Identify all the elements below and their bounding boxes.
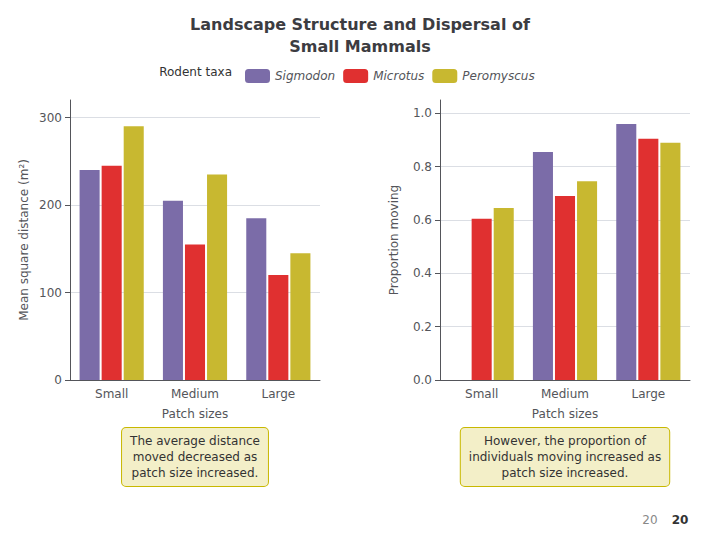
- svg-text:Peromyscus: Peromyscus: [462, 69, 534, 83]
- svg-text:0.0: 0.0: [413, 373, 432, 387]
- svg-text:Sigmodon: Sigmodon: [275, 69, 335, 83]
- svg-text:20: 20: [672, 513, 689, 527]
- svg-text:patch size increased.: patch size increased.: [132, 466, 259, 480]
- svg-text:Landscape Structure and Disper: Landscape Structure and Dispersal of: [190, 15, 531, 34]
- svg-text:Small: Small: [95, 387, 128, 401]
- svg-text:Large: Large: [631, 387, 665, 401]
- svg-text:The average distance: The average distance: [129, 434, 260, 448]
- svg-text:0.8: 0.8: [413, 160, 432, 174]
- svg-text:1.0: 1.0: [413, 106, 432, 120]
- svg-text:Small Mammals: Small Mammals: [289, 37, 430, 56]
- svg-text:Patch sizes: Patch sizes: [162, 407, 228, 421]
- svg-text:20: 20: [642, 513, 657, 527]
- svg-text:0.2: 0.2: [413, 320, 432, 334]
- svg-text:individuals moving increased a: individuals moving increased as: [469, 450, 661, 464]
- svg-text:Large: Large: [261, 387, 295, 401]
- svg-text:200: 200: [39, 198, 62, 212]
- svg-text:0: 0: [54, 373, 62, 387]
- svg-text:Patch sizes: Patch sizes: [532, 407, 598, 421]
- svg-text:Rodent taxa: Rodent taxa: [159, 65, 232, 79]
- svg-text:Proportion moving: Proportion moving: [387, 185, 401, 295]
- svg-text:300: 300: [39, 111, 62, 125]
- svg-text:Medium: Medium: [541, 387, 589, 401]
- svg-text:Microtus: Microtus: [373, 69, 424, 83]
- svg-text:However, the proportion of: However, the proportion of: [484, 434, 647, 448]
- svg-text:patch size increased.: patch size increased.: [502, 466, 629, 480]
- svg-text:100: 100: [39, 286, 62, 300]
- svg-text:Medium: Medium: [171, 387, 219, 401]
- svg-text:0.4: 0.4: [413, 266, 432, 280]
- svg-text:moved decreased as: moved decreased as: [133, 450, 258, 464]
- svg-text:Mean square distance (m²): Mean square distance (m²): [17, 159, 31, 321]
- svg-text:0.6: 0.6: [413, 213, 432, 227]
- svg-text:Small: Small: [465, 387, 498, 401]
